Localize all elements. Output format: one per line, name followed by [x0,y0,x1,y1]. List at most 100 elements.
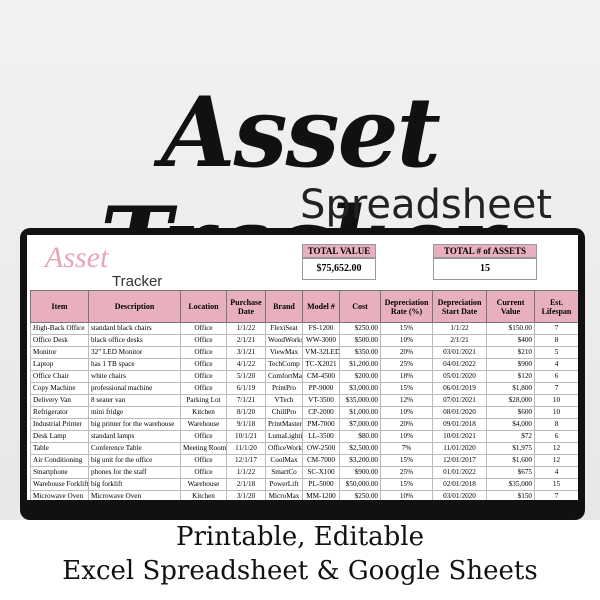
table-cell: PrintPro [265,382,303,395]
spreadsheet: Asset Tracker TOTAL VALUE $75,652.00 TOT… [27,235,578,500]
table-cell: OW-2500 [302,442,340,455]
table-cell: $150 [486,490,535,500]
table-row: Refrigerator mini fridge Kitchen 8/1/20 Chil… [30,406,578,419]
table-cell: 8 [534,334,578,347]
table-cell: VT-3500 [302,394,340,407]
table-cell: $3,000.00 [339,382,381,395]
table-cell: Office [180,322,227,335]
table-cell: 18% [380,370,433,383]
table-cell: 4/1/22 [226,358,266,371]
subtitle: Spreadsheet [300,182,552,228]
table-cell: CP-2000 [302,406,340,419]
table-cell: 04/01/2022 [432,358,487,371]
table-cell: Office [180,466,227,479]
table-cell: Laptop [30,358,89,371]
table-cell: standard black chairs [88,322,181,335]
table-cell: OfficeWorks [265,442,303,455]
column-header: Current Value [486,290,535,323]
column-header: Depreciation Rate (%) [380,290,433,323]
table-cell: High-Back Office [30,322,89,335]
table-cell: Desk Lamp [30,430,89,443]
table-cell: 8 [534,418,578,431]
table-cell: $28,000 [486,394,535,407]
table-cell: Kitchen [180,406,227,419]
column-header: Location [180,290,227,323]
table-cell: 5/1/20 [226,370,266,383]
table-cell: big unit for the office [88,454,181,467]
table-cell: ComfortMax [265,370,303,383]
table-cell: Microwave Oven [30,490,89,500]
table-cell: 2/1/21 [432,334,487,347]
table-cell: phones for the staff [88,466,181,479]
table-row: High-Back Office standard black chairs Off… [30,322,578,335]
table-cell: 15 [534,478,578,491]
table-row: Microwave Oven Microwave Oven Kitchen 3/1/2… [30,490,578,500]
total-assets: 15 [433,258,537,280]
table-cell: $1,200.00 [339,358,381,371]
table-cell: Parking Lot [180,394,227,407]
table-cell: 09/01/2018 [432,418,487,431]
column-header: Depreciation Start Date [432,290,487,323]
table-cell: professional machine [88,382,181,395]
table-cell: 6 [534,430,578,443]
table-cell: 02/01/2018 [432,478,487,491]
table-cell: 01/01/2022 [432,466,487,479]
footer-line: Excel Spreadsheet & Google Sheets [62,556,538,586]
table-cell: 2/1/21 [226,334,266,347]
table-row: Office Chair white chairs Office 5/1/20 Comf… [30,370,578,383]
table-cell: ViewMax [265,346,303,359]
table-cell: 32" LED Monitor [88,346,181,359]
table-cell: $72 [486,430,535,443]
table-cell: Warehouse [180,418,227,431]
table-cell: VTech [265,394,303,407]
total-value-label: TOTAL VALUE [302,244,376,258]
column-header: Cost [339,290,381,323]
table-cell: Refrigerator [30,406,89,419]
table-cell: CoolMax [265,454,303,467]
table-cell: 10/1/21 [226,430,266,443]
table-cell: WoodWorks [265,334,303,347]
table-cell: $350.00 [339,346,381,359]
table-cell: 1/1/22 [226,322,266,335]
table-cell: 10/01/2021 [432,430,487,443]
table-cell: 12 [534,442,578,455]
table-cell: Office Desk [30,334,89,347]
table-cell: 3/1/20 [226,490,266,500]
table-row: Warehouse Forklift big forklift Warehouse 2… [30,478,578,491]
table-cell: Office [180,454,227,467]
logo: Tracker [112,273,163,290]
table-row: Office Desk black office desks Office 2/1/2… [30,334,578,347]
table-cell: $120 [486,370,535,383]
table-cell: Delivery Van [30,394,89,407]
table-cell: MicroMax [265,490,303,500]
table-cell: $1,975 [486,442,535,455]
table-cell: 07/01/2021 [432,394,487,407]
table-cell: MM-1200 [302,490,340,500]
table-cell: 1/1/22 [226,466,266,479]
table-cell: Air Conditioning [30,454,89,467]
table-cell: 15% [380,382,433,395]
table-cell: 12 [534,454,578,467]
table-cell: 10% [380,490,433,500]
table-cell: CM-4500 [302,370,340,383]
table-cell: 20% [380,346,433,359]
table-cell: $200.00 [339,370,381,383]
column-header: Purchase Date [226,290,266,323]
table-row: Delivery Van 8 seater van Parking Lot 7/1/2… [30,394,578,407]
table-cell: 15% [380,478,433,491]
table-cell: 7 [534,322,578,335]
table-cell: 05/01/2020 [432,370,487,383]
table-cell: 1/1/22 [432,322,487,335]
table-cell: 06/01/2019 [432,382,487,395]
table-cell: $35,000 [486,478,535,491]
table-cell: SmartCo [265,466,303,479]
column-header: Model # [302,290,340,323]
table-cell: Warehouse Forklift [30,478,89,491]
table-cell: Office [180,370,227,383]
table-cell: $600 [486,406,535,419]
column-header: Description [88,290,181,323]
table-cell: Office Chair [30,370,89,383]
table-row: Laptop has 1 TB space Office 4/1/22 TechComp… [30,358,578,371]
table-cell: 6 [534,370,578,383]
table-cell: $900 [486,358,535,371]
